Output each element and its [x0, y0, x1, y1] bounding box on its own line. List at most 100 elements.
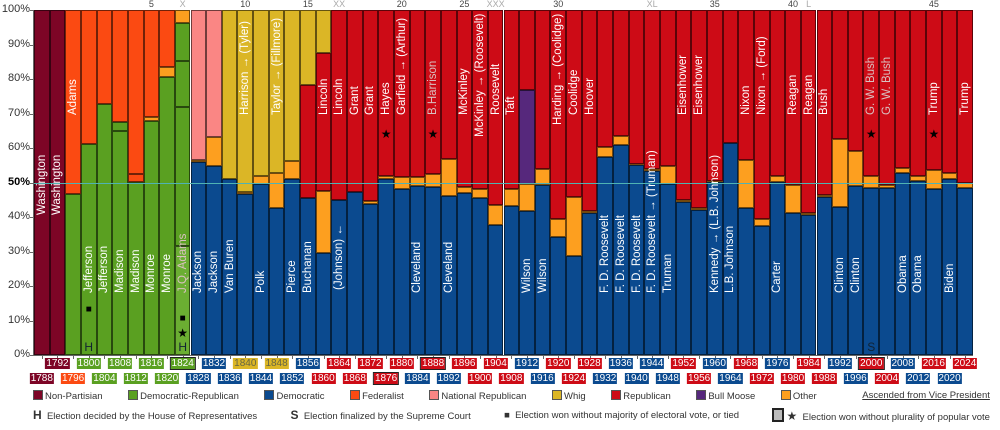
- bar-segment-democratic-republican: [112, 131, 128, 355]
- election-bar[interactable]: [894, 10, 911, 355]
- bar-segment-democratic: [315, 253, 332, 355]
- election-bar[interactable]: [409, 10, 426, 355]
- election-bar[interactable]: [174, 10, 191, 355]
- election-bar[interactable]: [425, 10, 441, 355]
- bar-segment-other: [237, 191, 254, 194]
- election-bar[interactable]: [159, 10, 175, 355]
- x-tick: [104, 355, 106, 359]
- election-bar[interactable]: [487, 10, 504, 355]
- election-bar[interactable]: [581, 10, 598, 355]
- election-bar[interactable]: [206, 10, 222, 355]
- election-bar[interactable]: [879, 10, 895, 355]
- election-bar[interactable]: [550, 10, 567, 355]
- x-tick: [855, 355, 857, 359]
- election-bar[interactable]: [237, 10, 254, 355]
- x-tick: [401, 355, 403, 359]
- bar-segment-democratic: [550, 237, 567, 355]
- election-bar[interactable]: [753, 10, 770, 355]
- year-label: 1796: [61, 373, 86, 384]
- election-bar[interactable]: [393, 10, 410, 355]
- election-bar[interactable]: [331, 10, 347, 355]
- election-bar[interactable]: [738, 10, 754, 355]
- year-label: 1924: [561, 373, 587, 384]
- election-bar[interactable]: [362, 10, 379, 355]
- election-bar[interactable]: [863, 10, 880, 355]
- election-bar[interactable]: [675, 10, 692, 355]
- election-bar[interactable]: [847, 10, 864, 355]
- year-label: 1880: [389, 358, 414, 369]
- x-tick: [526, 355, 528, 359]
- election-bar[interactable]: [96, 10, 113, 355]
- election-bar[interactable]: [378, 10, 394, 355]
- election-bar[interactable]: [597, 10, 614, 355]
- election-bar[interactable]: [800, 10, 817, 355]
- bar-segment-democratic: [487, 224, 504, 355]
- election-bar[interactable]: [253, 10, 269, 355]
- election-bar[interactable]: [143, 10, 160, 355]
- election-bar[interactable]: [112, 10, 128, 355]
- election-bar[interactable]: [284, 10, 301, 355]
- winner-label: Lincoln: [317, 78, 330, 115]
- election-bar[interactable]: [957, 10, 973, 355]
- election-bar[interactable]: [80, 10, 97, 355]
- x-tick: [370, 355, 372, 359]
- election-number-label: 30: [553, 0, 564, 9]
- election-bar[interactable]: [769, 10, 786, 355]
- election-bar[interactable]: [660, 10, 676, 355]
- election-bar[interactable]: [644, 10, 660, 355]
- election-bar[interactable]: [691, 10, 707, 355]
- election-bar[interactable]: [941, 10, 958, 355]
- x-tick: [433, 355, 435, 359]
- winner-label: F. D. Roosevelt: [599, 215, 612, 293]
- x-tick: [386, 355, 388, 359]
- election-bar[interactable]: [65, 10, 81, 355]
- election-bar[interactable]: [268, 10, 285, 355]
- x-tick: [777, 355, 779, 359]
- election-bar[interactable]: [300, 10, 316, 355]
- x-tick: [292, 355, 294, 359]
- x-tick: [589, 355, 591, 359]
- winner-label: L.B. Johnson: [724, 225, 737, 293]
- winner-label: Eisenhower: [693, 54, 706, 115]
- election-number-label: 25: [459, 0, 470, 9]
- election-bar[interactable]: [221, 10, 238, 355]
- winner-label: Cleveland: [411, 241, 424, 293]
- x-tick: [511, 355, 513, 359]
- bar-segment-other: [409, 176, 426, 187]
- election-bar[interactable]: [628, 10, 645, 355]
- election-bar[interactable]: [722, 10, 739, 355]
- bar-segment-republican: [628, 10, 645, 164]
- x-tick: [88, 355, 90, 359]
- year-label: 1844: [248, 373, 274, 384]
- x-tick: [229, 355, 231, 359]
- election-bar[interactable]: [127, 10, 144, 355]
- election-bar[interactable]: [910, 10, 927, 355]
- election-number-label: 45: [928, 0, 939, 9]
- election-bar[interactable]: [440, 10, 457, 355]
- election-bar[interactable]: [347, 10, 363, 355]
- election-bar[interactable]: [816, 10, 833, 355]
- x-tick: [339, 355, 341, 359]
- election-bar[interactable]: [456, 10, 473, 355]
- election-bar[interactable]: [534, 10, 551, 355]
- election-bar[interactable]: [315, 10, 332, 355]
- election-bar[interactable]: [926, 10, 942, 355]
- election-bar[interactable]: [519, 10, 535, 355]
- election-bar[interactable]: [706, 10, 723, 355]
- year-label: 2012: [906, 373, 931, 384]
- year-label: 1912: [514, 358, 540, 369]
- election-bar[interactable]: [190, 10, 207, 355]
- election-bar[interactable]: [566, 10, 582, 355]
- election-number-label: 40: [788, 0, 799, 9]
- election-bar[interactable]: [785, 10, 801, 355]
- year-label: 1828: [186, 373, 211, 384]
- winner-label: Biden: [943, 263, 956, 293]
- election-bar[interactable]: [832, 10, 848, 355]
- legend-house-text: Election decided by the House of Represe…: [46, 411, 258, 422]
- bar-segment-national-republican: [206, 10, 222, 137]
- election-bar[interactable]: [472, 10, 488, 355]
- bar-segment-other: [941, 173, 958, 180]
- bar-segment-other: [769, 175, 786, 182]
- election-bar[interactable]: [503, 10, 520, 355]
- election-bar[interactable]: [613, 10, 629, 355]
